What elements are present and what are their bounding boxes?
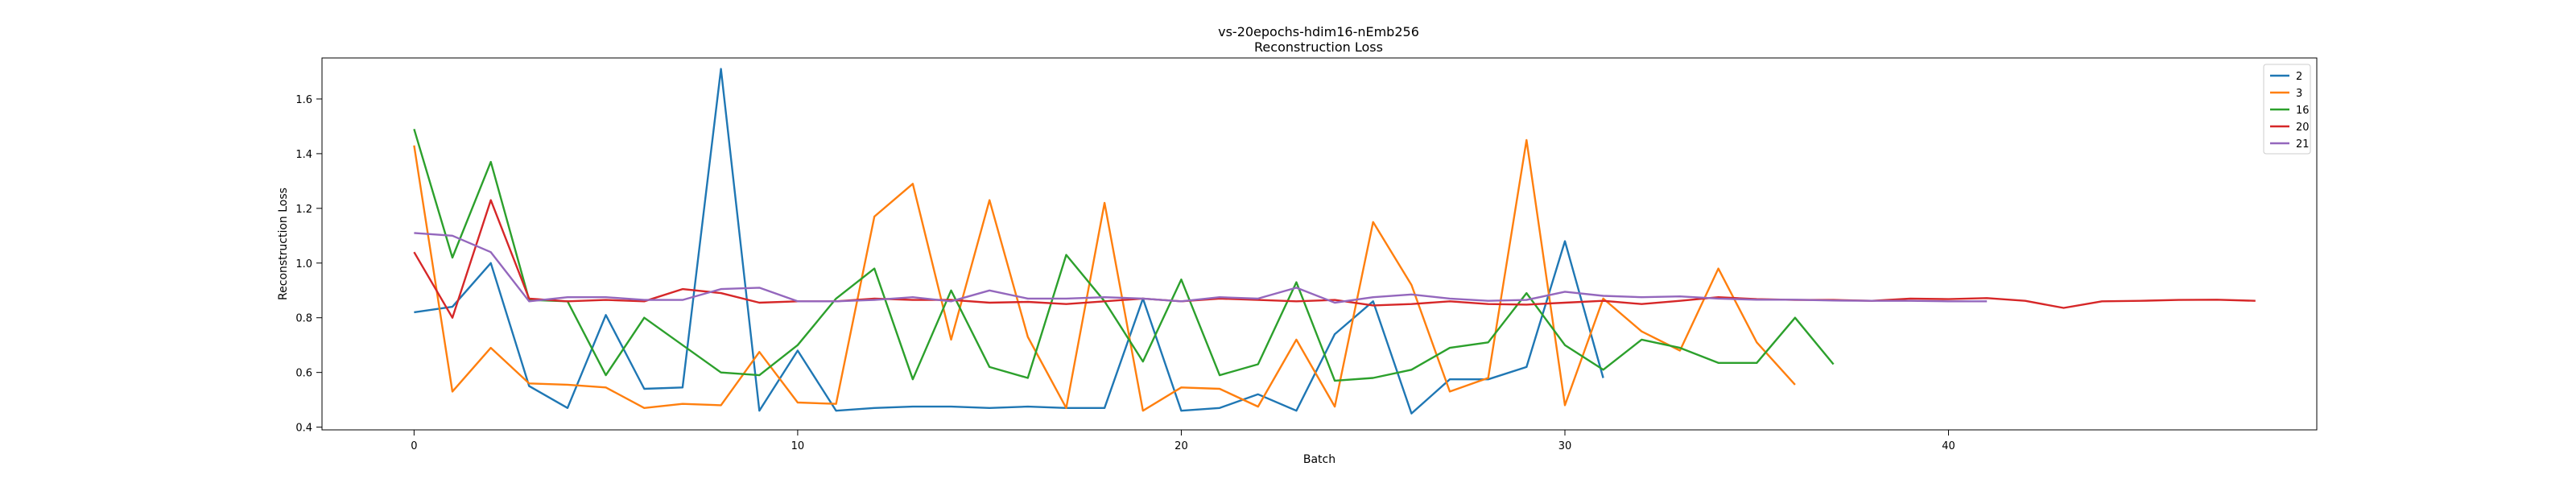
x-axis-ticks: 0 10 20 30 40 bbox=[411, 430, 1955, 452]
x-tick-label: 40 bbox=[1942, 440, 1955, 452]
chart-subtitle: Reconstruction Loss bbox=[1254, 39, 1383, 55]
y-tick-label: 0.4 bbox=[295, 423, 312, 435]
y-axis-label: Reconstruction Loss bbox=[277, 188, 290, 300]
legend-label-16: 16 bbox=[2296, 105, 2310, 117]
y-tick-label: 0.8 bbox=[295, 313, 312, 325]
series-line-21 bbox=[414, 232, 1988, 304]
y-axis-ticks: 0.4 0.6 0.8 1.0 1.2 1.4 1.6 bbox=[295, 94, 322, 435]
y-tick-label: 1.4 bbox=[295, 149, 312, 161]
y-tick-label: 0.6 bbox=[295, 368, 312, 380]
chart-title: vs-20epochs-hdim16-nEmb256 bbox=[1218, 24, 1419, 39]
legend-label-21: 21 bbox=[2296, 138, 2310, 151]
series-line-3 bbox=[413, 138, 1796, 412]
plot-area bbox=[322, 58, 2317, 430]
y-tick-label: 1.0 bbox=[295, 258, 312, 270]
legend-label-2: 2 bbox=[2296, 71, 2302, 83]
x-tick-label: 10 bbox=[791, 440, 805, 452]
y-tick-label: 1.6 bbox=[295, 94, 312, 106]
x-tick-label: 20 bbox=[1174, 440, 1188, 452]
series-line-2 bbox=[414, 68, 1604, 415]
legend: 2 3 16 20 21 bbox=[2263, 64, 2311, 155]
series-layer bbox=[413, 68, 2256, 415]
series-line-16 bbox=[413, 128, 1835, 382]
y-tick-label: 1.2 bbox=[295, 204, 312, 216]
legend-label-3: 3 bbox=[2296, 88, 2302, 100]
x-axis-label: Batch bbox=[1303, 453, 1335, 466]
x-tick-label: 0 bbox=[411, 440, 417, 452]
x-tick-label: 30 bbox=[1558, 440, 1572, 452]
series-line-20 bbox=[413, 199, 2256, 319]
plot-frame bbox=[321, 57, 2318, 431]
legend-label-20: 20 bbox=[2296, 122, 2310, 134]
